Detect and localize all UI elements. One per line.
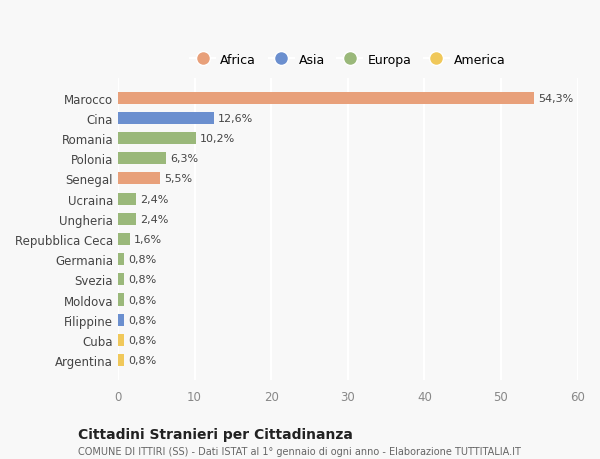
Bar — [118, 133, 196, 145]
Bar — [118, 173, 160, 185]
Bar — [118, 274, 124, 286]
Bar — [118, 334, 124, 346]
Text: 0,8%: 0,8% — [128, 355, 156, 365]
Bar — [118, 314, 124, 326]
Text: 0,8%: 0,8% — [128, 315, 156, 325]
Bar — [118, 294, 124, 306]
Text: 6,3%: 6,3% — [170, 154, 198, 164]
Bar — [118, 213, 136, 225]
Text: 0,8%: 0,8% — [128, 295, 156, 305]
Text: 10,2%: 10,2% — [200, 134, 235, 144]
Text: 2,4%: 2,4% — [140, 214, 169, 224]
Bar — [118, 193, 136, 205]
Text: 0,8%: 0,8% — [128, 255, 156, 264]
Bar — [118, 233, 130, 246]
Text: 0,8%: 0,8% — [128, 275, 156, 285]
Text: 54,3%: 54,3% — [538, 94, 573, 103]
Text: COMUNE DI ITTIRI (SS) - Dati ISTAT al 1° gennaio di ogni anno - Elaborazione TUT: COMUNE DI ITTIRI (SS) - Dati ISTAT al 1°… — [78, 447, 521, 456]
Bar — [118, 92, 534, 105]
Text: 12,6%: 12,6% — [218, 113, 254, 123]
Text: 2,4%: 2,4% — [140, 194, 169, 204]
Text: 1,6%: 1,6% — [134, 235, 162, 245]
Legend: Africa, Asia, Europa, America: Africa, Asia, Europa, America — [185, 49, 511, 72]
Bar — [118, 112, 214, 124]
Text: 5,5%: 5,5% — [164, 174, 192, 184]
Text: Cittadini Stranieri per Cittadinanza: Cittadini Stranieri per Cittadinanza — [78, 427, 353, 442]
Bar — [118, 153, 166, 165]
Bar — [118, 253, 124, 266]
Text: 0,8%: 0,8% — [128, 335, 156, 345]
Bar — [118, 354, 124, 366]
